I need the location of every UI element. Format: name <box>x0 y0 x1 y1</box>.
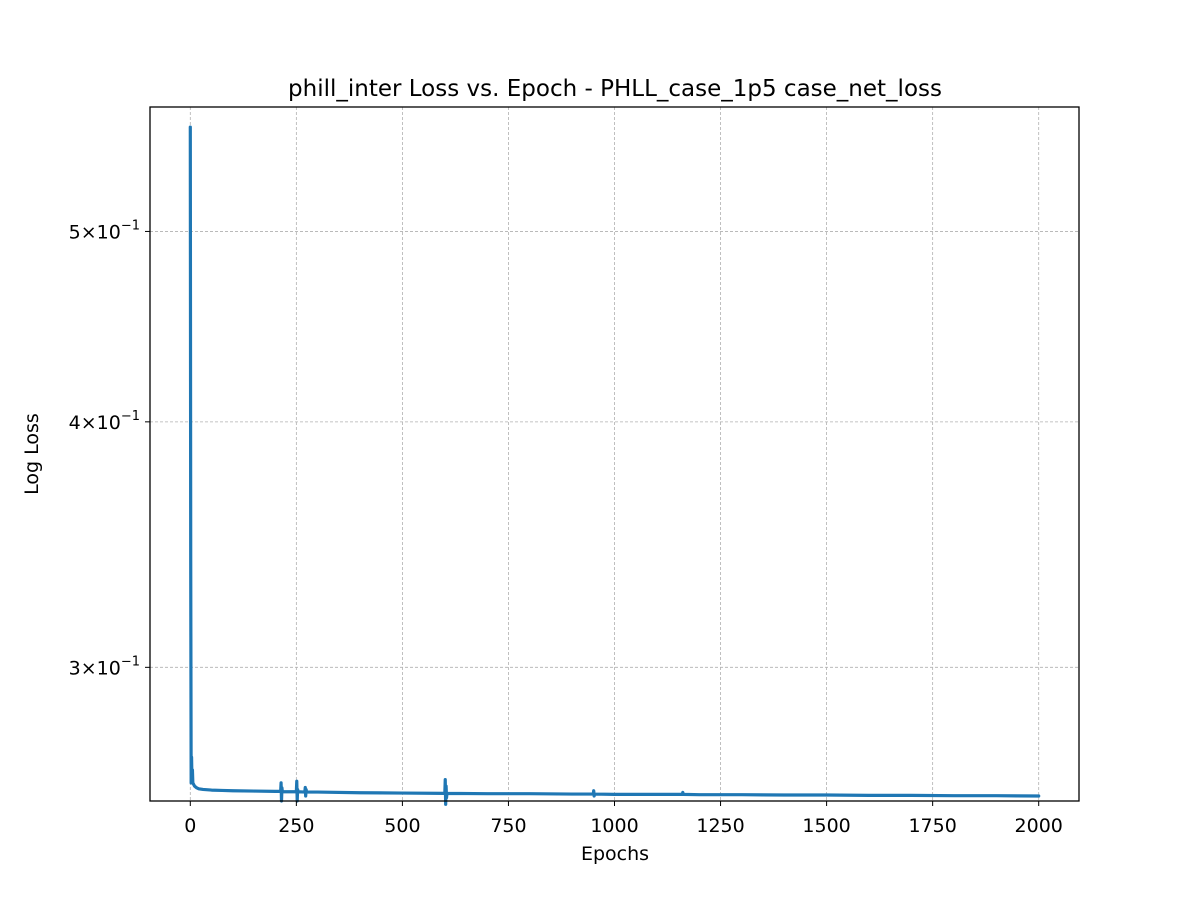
y-tick-label: 3×10−1 <box>69 654 140 679</box>
x-tick-label: 1500 <box>802 815 850 837</box>
x-axis-label: Epochs <box>581 843 649 865</box>
x-tick-label: 250 <box>278 815 314 837</box>
x-tick-label: 0 <box>184 815 196 837</box>
x-tick-label: 750 <box>490 815 526 837</box>
data-layer <box>188 125 1041 806</box>
y-tick-label: 5×10−1 <box>69 218 140 243</box>
x-tick-label: 1250 <box>696 815 744 837</box>
x-tick-label: 1750 <box>908 815 956 837</box>
y-tick-label: 4×10−1 <box>69 409 140 434</box>
loss-series-line <box>188 125 1041 806</box>
tick-layer: 0 250 500 750 1000 1250 1500 1750 2000 3×10−1 4×10… <box>69 218 1063 837</box>
grid-layer <box>150 107 1079 801</box>
y-axis-label: Log Loss <box>21 413 43 495</box>
x-tick-label: 500 <box>384 815 420 837</box>
x-tick-label: 2000 <box>1015 815 1063 837</box>
chart-title: phill_inter Loss vs. Epoch - PHLL_case_1… <box>288 76 942 102</box>
x-tick-label: 1000 <box>590 815 638 837</box>
